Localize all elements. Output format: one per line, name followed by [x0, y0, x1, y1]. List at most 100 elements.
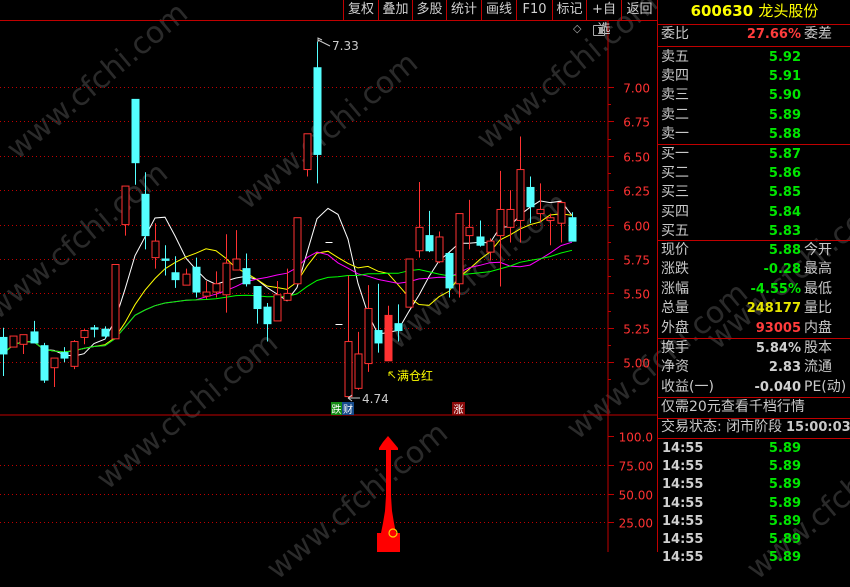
candle-body [344, 341, 353, 398]
toolbar-button-4[interactable]: 画线 [481, 0, 516, 20]
quote-row-label2: 最低 [804, 280, 832, 297]
quote-row-label: 外盘 [661, 319, 689, 336]
candle [9, 335, 18, 348]
quote-row-value: 5.88 [768, 243, 801, 258]
y-tick-label: 5.00 [623, 357, 650, 371]
buy-level-3-value: 5.85 [768, 185, 801, 201]
tick-row: 14:55 5.89 [658, 439, 850, 458]
stock-name: 龙头股份 [758, 2, 819, 20]
candle [415, 181, 424, 258]
quote-row-label2: 量比 [804, 300, 832, 317]
sell-level-3-value: 5.90 [768, 88, 801, 104]
candle [374, 283, 383, 353]
quote-row-value: 93005 [755, 320, 801, 336]
badge-cai-text: 财 [343, 403, 353, 416]
buy-level-3: 买三 5.85 [658, 183, 850, 202]
candle [313, 41, 322, 184]
candle [496, 170, 505, 287]
tick-price: 5.89 [768, 550, 801, 566]
candle [516, 136, 525, 243]
sell-level-2-value: 5.89 [768, 107, 801, 123]
toolbar-button-8[interactable]: 返回 [621, 0, 657, 20]
candle-body [151, 240, 160, 259]
y-tick-label: 5.50 [623, 288, 650, 302]
candle [394, 304, 403, 342]
tick-time: 14:55 [662, 477, 704, 493]
fin-row-label2: 股本 [804, 340, 832, 356]
tick-row: 14:55 5.89 [658, 475, 850, 494]
candle [90, 325, 99, 338]
stock-code: 600630 [690, 2, 754, 20]
candle-body [506, 208, 515, 228]
tick-price: 5.89 [768, 532, 801, 547]
y-tick-label: 6.50 [623, 151, 650, 165]
y-tick-label: 6.75 [623, 116, 650, 130]
promo-text[interactable]: 仅需20元查看千档行情 [661, 399, 805, 415]
candle [141, 172, 150, 250]
fin-row-value: -0.040 [754, 379, 801, 395]
candle-body [455, 213, 464, 285]
candle-body [263, 306, 272, 325]
candle [161, 245, 170, 276]
candle-body [557, 202, 566, 224]
buy-level-1: 买一 5.87 [658, 145, 850, 164]
candle-body [394, 323, 403, 332]
tick-price: 5.89 [768, 477, 801, 493]
kline-chart[interactable]: 7.00 6.75 6.50 6.25 6.00 5.75 5.50 5.25 5.00 7.3… [0, 0, 657, 552]
candle-body [405, 258, 414, 308]
tick-price: 5.89 [768, 495, 801, 511]
stock-title: 600630 龙头股份 [658, 0, 850, 22]
ma5-line [2, 200, 573, 357]
fin-row-label2: 流通 [804, 359, 832, 376]
candle [344, 275, 353, 398]
buy-level-4: 买四 5.84 [658, 203, 850, 222]
candle-body [101, 328, 110, 337]
quote-row-label: 涨幅 [661, 280, 689, 297]
toolbar-button-7[interactable]: +自选 [586, 0, 621, 37]
toolbar-button-1[interactable]: 叠加 [378, 0, 412, 20]
diamond-icon[interactable]: ◇ [573, 22, 582, 35]
trade-status-row: 交易状态: 闭市阶段 15:00:03 [658, 418, 850, 437]
quote-row: 外盘 93005 内盘 [658, 319, 850, 338]
toolbar-button-5[interactable]: F10 [516, 0, 552, 20]
toolbar-button-0[interactable]: 复权 [343, 0, 378, 20]
panel-toggle-icon[interactable] [593, 25, 605, 36]
fin-row-label: 净资 [661, 359, 689, 376]
weibi-row: 委比 27.66% 委差 [658, 25, 850, 44]
buy-level-2-label: 买二 [661, 165, 689, 182]
promo-link[interactable]: 仅需20元查看千档行情 [658, 398, 850, 417]
candle [19, 334, 28, 354]
candle [50, 357, 59, 387]
sell-level-1: 卖一 5.88 [658, 125, 850, 144]
signal-arrow-icon [388, 371, 396, 379]
candle-body [384, 314, 393, 362]
quote-row-label2: 今开 [804, 242, 832, 258]
candle-body [171, 272, 180, 281]
candle [476, 220, 485, 247]
candle-body [182, 273, 191, 286]
quote-row-value: 248177 [746, 301, 801, 317]
candle [283, 268, 292, 301]
tick-price: 5.89 [768, 441, 801, 456]
candle-body [568, 217, 577, 242]
buy-level-5-label: 买五 [661, 222, 689, 239]
toolbar-button-3[interactable]: 统计 [446, 0, 481, 20]
candle-body [425, 235, 434, 252]
candle [303, 133, 312, 177]
candle-body [50, 357, 59, 369]
toolbar-button-2[interactable]: 多股 [412, 0, 446, 20]
fin-row-label2: PE(动) [804, 378, 847, 395]
candle-body [60, 352, 69, 359]
candles [0, 41, 577, 398]
toolbar-button-6[interactable]: 标记 [552, 0, 586, 20]
candle-body [212, 283, 221, 293]
high-label: 7.33 [332, 39, 359, 53]
tick-price: 5.89 [768, 513, 801, 529]
trade-status: 交易状态: 闭市阶段 [661, 419, 783, 435]
buy-level-4-label: 买四 [661, 203, 689, 220]
candle [568, 212, 577, 242]
candle-body [0, 336, 8, 355]
candle [202, 281, 211, 299]
tick-row: 14:55 5.89 [658, 512, 850, 531]
buy-level-5-value: 5.83 [768, 223, 801, 239]
